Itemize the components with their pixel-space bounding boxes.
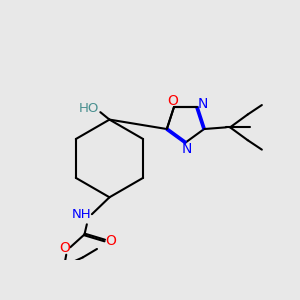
Text: N: N bbox=[182, 142, 192, 156]
Text: NH: NH bbox=[71, 208, 91, 221]
Text: N: N bbox=[198, 98, 208, 111]
Text: O: O bbox=[105, 233, 116, 248]
Text: O: O bbox=[167, 94, 178, 108]
Text: HO: HO bbox=[78, 102, 99, 115]
Text: O: O bbox=[59, 241, 70, 255]
